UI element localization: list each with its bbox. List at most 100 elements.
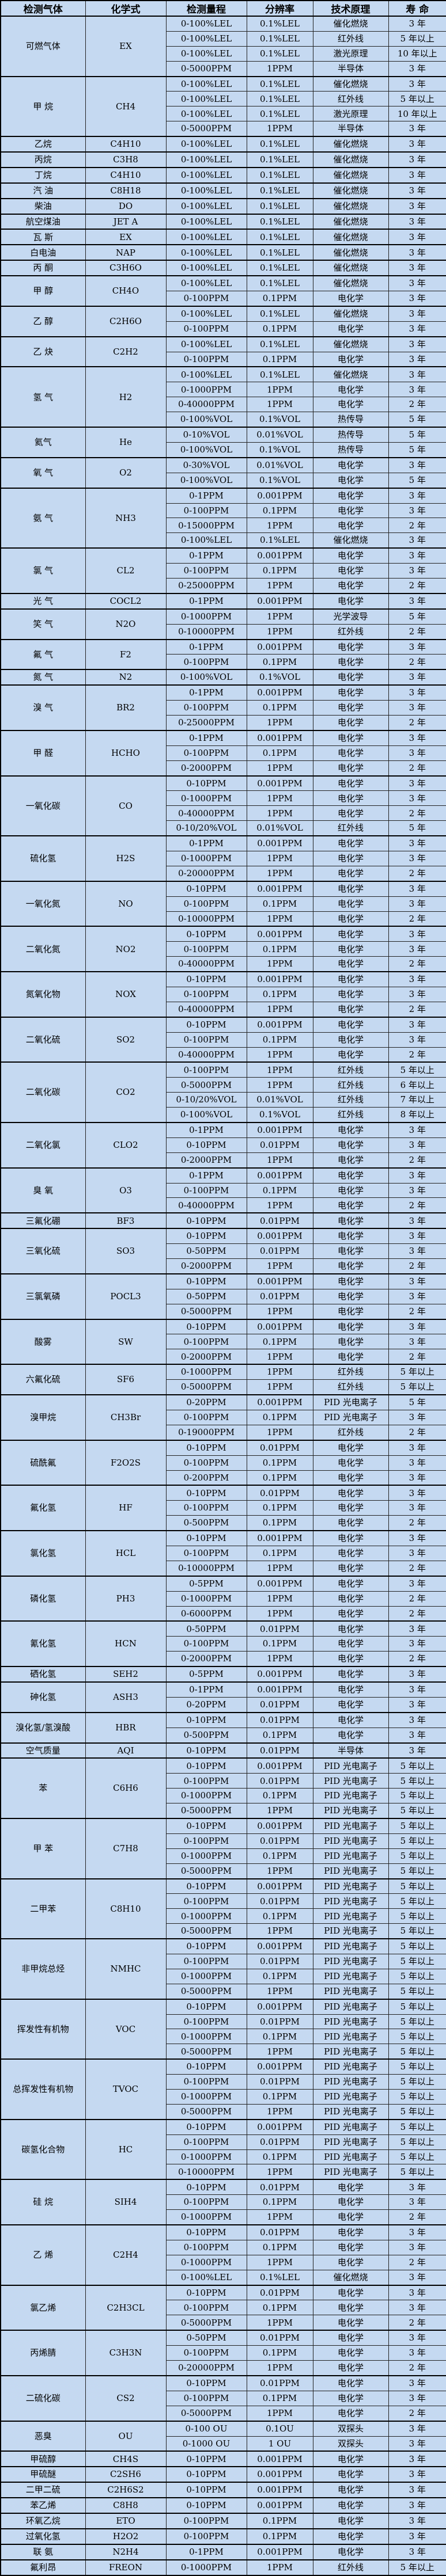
lifespan-cell: 5 年以上 (388, 1983, 446, 2000)
range-cell: 0-100PPM (165, 2239, 247, 2255)
resolution-cell: 0.001PPM (246, 638, 313, 655)
principle-cell: 电化学 (312, 2284, 389, 2301)
lifespan-cell: 3 年 (388, 880, 446, 897)
table-row: 航空煤油 JET A 0-100%LEL 0.1%LEL 催化燃烧 3 年 (0, 213, 446, 230)
lifespan-cell: 3 年 (388, 1334, 446, 1350)
principle-cell: 电化学 (312, 1575, 389, 1592)
table-row: 氟利昂 FREON 0-1000PPM 1PPM 红外线 5 年以上 (0, 2559, 446, 2576)
range-cell: 0-1000PPM (165, 382, 247, 398)
table-row: 0-5000PPM 1PPM 电化学 2 年 (1, 2315, 446, 2331)
lifespan-cell: 3 年 (388, 60, 446, 77)
resolution-cell: 1PPM (246, 1651, 313, 1667)
range-cell: 0-100%LEL (165, 366, 247, 383)
principle-cell: PID 光电离子 (312, 2149, 389, 2165)
range-cell: 0-25000PPM (165, 714, 247, 731)
range-cell: 0-100%LEL (165, 75, 247, 92)
lifespan-cell: 3 年 (388, 1696, 446, 1713)
lifespan-cell: 3 年 (388, 2420, 446, 2437)
principle-cell: 催化燃烧 (312, 182, 389, 199)
lifespan-cell: 3 年 (388, 1500, 446, 1516)
resolution-cell: 1PPM (246, 865, 313, 882)
lifespan-cell: 8 年以上 (388, 1107, 446, 1123)
range-cell: 0-100%LEL (165, 31, 247, 47)
gas-name-cell: 二甲二硫 (0, 2482, 86, 2498)
range-cell: 0-6000PPM (165, 1605, 247, 1622)
principle-cell: 激光原理 (312, 106, 389, 122)
resolution-cell: 0.01PPM (246, 1893, 313, 1909)
principle-cell: PID 光电离子 (312, 1848, 389, 1864)
principle-cell: 催化燃烧 (312, 15, 389, 32)
lifespan-cell: 3 年 (388, 1409, 446, 1425)
range-cell: 0-5000PPM (165, 1983, 247, 2000)
gas-name-cell: 砷化氢 (0, 1681, 86, 1713)
table-row: 三氟化硼 BF3 0-10PPM 0.01PPM 电化学 3 年 (0, 1212, 446, 1229)
table-row: 丁烷 C4H10 0-100%LEL 0.1%LEL 催化燃烧 3 年 (0, 166, 446, 184)
principle-cell: 电化学 (312, 1530, 389, 1546)
table-row: 0-25000PPM 1PPM 电化学 2 年 (1, 714, 446, 731)
resolution-cell: 1PPM (246, 1258, 313, 1274)
table-row: 0-1000PPM 1PPM 电化学 3 年 (1, 850, 446, 866)
principle-cell: 热传导 (312, 442, 389, 458)
principle-cell: PID 光电离子 (312, 1394, 389, 1410)
principle-cell: 电化学 (312, 1334, 389, 1350)
table-row: 0-1000PPM 0.1PPM PID 光电离子 5 年以上 (1, 2089, 446, 2105)
table-row: 0-100PPM 0.01PPM PID 光电离子 5 年以上 (1, 2014, 446, 2030)
resolution-cell: 0.1PPM (246, 2390, 313, 2406)
table-row: 丙烷 C3H8 0-100%LEL 0.1%LEL 催化燃烧 3 年 (0, 151, 446, 168)
range-cell: 0-40000PPM (165, 397, 247, 413)
principle-cell: 电化学 (312, 1545, 389, 1561)
table-row: 甲 醇 CH4O 0-100%LEL 0.1%LEL 催化燃烧 3 年 (0, 275, 446, 307)
lifespan-cell: 3 年 (388, 2390, 446, 2406)
range-cell: 0-40000PPM (165, 1001, 247, 1018)
table-row: 溴 气 BR2 0-1PPM 0.001PPM 电化学 3 年 (0, 684, 446, 731)
range-cell: 0-100PPM (165, 1032, 247, 1048)
range-cell: 0-1000PPM (165, 790, 247, 806)
principle-cell: 半导体 (312, 1742, 389, 1759)
range-cell: 0-1000PPM (165, 1908, 247, 1924)
table-row: 0-100PPM 0.1PPM 电化学 2 年 (1, 654, 446, 670)
principle-cell: 电化学 (312, 1711, 389, 1728)
lifespan-cell: 3 年 (388, 213, 446, 230)
table-row: 0-500PPM 0.1PPM 电化学 2 年 (1, 1515, 446, 1531)
range-cell: 0-100PPM (165, 1409, 247, 1425)
range-cell: 0-1PPM (165, 835, 247, 851)
resolution-cell: 1PPM (246, 1152, 313, 1169)
range-cell: 0-50PPM (165, 1243, 247, 1260)
table-row: 环氧乙烷 ETO 0-100PPM 0.1PPM 电化学 3 年 (0, 2512, 446, 2529)
table-row: 0-40000PPM 1PPM 电化学 2 年 (1, 1001, 446, 1018)
resolution-cell: 0.1%LEL (246, 260, 313, 276)
table-row: 0-100PPM 0.01PPM PID 光电离子 5 年以上 (1, 1833, 446, 1849)
table-row: 非甲烷总烃 NMHC 0-10PPM 0.001PPM PID 光电离子 5 年以上 (0, 1938, 446, 2000)
table-row: 0-40000PPM 1PPM 电化学 2 年 (1, 397, 446, 413)
gas-name-cell: 氟 气 (0, 638, 86, 670)
resolution-cell: 0.001PPM (246, 1681, 313, 1698)
principle-cell: 电化学 (312, 1727, 389, 1744)
principle-cell: 电化学 (312, 1167, 389, 1184)
table-row: 0-10000PPM 1PPM PID 光电离子 5 年以上 (1, 2164, 446, 2180)
table-row: 0-2000PPM 1PPM 电化学 2 年 (1, 760, 446, 777)
chemical-formula-cell: CL2 (85, 547, 167, 594)
resolution-cell: 0.01%VOL (246, 820, 313, 836)
range-cell: 0-10PPM (165, 2284, 247, 2301)
lifespan-cell: 3 年 (388, 275, 446, 292)
principle-cell: 电化学 (312, 1591, 389, 1607)
lifespan-cell: 5 年以上 (388, 1817, 446, 1834)
table-row: 一氧化氮 NO 0-10PPM 0.001PPM 电化学 3 年 (0, 880, 446, 927)
chemical-formula-cell: O3 (85, 1167, 167, 1213)
table-row: 乙 烯 C2H4 0-10PPM 0.01PPM 电化学 3 年 (0, 2224, 446, 2286)
chemical-formula-cell: F2O2S (85, 1439, 167, 1486)
range-cell: 0-2000PPM (165, 1651, 247, 1667)
lifespan-cell: 3 年 (388, 15, 446, 32)
principle-cell: 半导体 (312, 121, 389, 137)
chemical-formula-cell: HCL (85, 1530, 167, 1577)
lifespan-cell: 5 年 (388, 820, 446, 836)
principle-cell: 催化燃烧 (312, 166, 389, 184)
resolution-cell: 0.1PPM (246, 1636, 313, 1652)
resolution-cell: 0.001PPM (246, 592, 313, 610)
resolution-cell: 0.1%LEL (246, 2269, 313, 2286)
lifespan-cell: 3 年 (388, 926, 446, 942)
range-cell: 0-10PPM (165, 1757, 247, 1774)
lifespan-cell: 3 年 (388, 987, 446, 1002)
principle-cell: 催化燃烧 (312, 151, 389, 168)
gas-name-cell: 甲硫醚 (0, 2466, 86, 2483)
